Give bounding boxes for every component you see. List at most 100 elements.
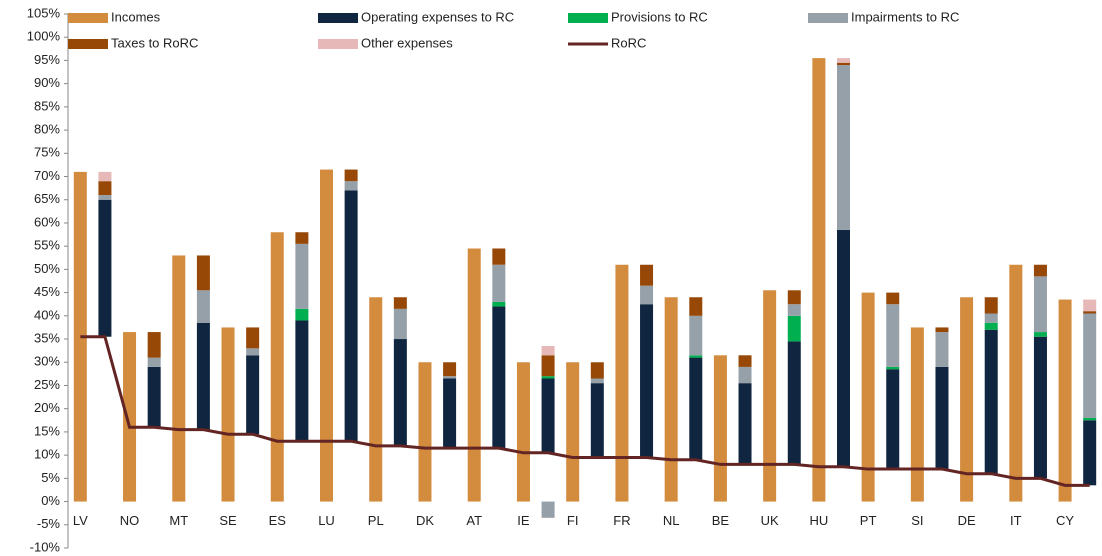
bar <box>886 304 900 367</box>
bar <box>590 362 604 379</box>
legend-label: Incomes <box>111 9 161 24</box>
bar <box>196 255 210 291</box>
legend-swatch <box>68 13 108 23</box>
bar <box>590 383 604 458</box>
y-tick-label: 50% <box>34 261 60 276</box>
bar <box>123 332 137 502</box>
bar <box>492 306 506 449</box>
x-tick-label: PL <box>368 513 384 528</box>
bar <box>98 181 112 196</box>
bar <box>886 292 900 305</box>
bar <box>837 229 850 467</box>
legend-swatch <box>318 39 358 49</box>
bar <box>246 348 260 356</box>
x-tick-label: AT <box>466 513 482 528</box>
bar <box>689 297 703 316</box>
bar <box>147 366 161 428</box>
bar <box>541 376 555 379</box>
bar <box>1083 420 1097 486</box>
bar <box>812 58 826 502</box>
bar <box>640 264 654 286</box>
bar <box>443 378 457 449</box>
x-tick-label: DK <box>416 513 434 528</box>
bar <box>886 369 900 470</box>
x-tick-label: FI <box>567 513 579 528</box>
bar <box>172 255 186 502</box>
bar <box>1033 264 1047 277</box>
x-tick-label: IE <box>517 513 530 528</box>
x-tick-label: PT <box>860 513 877 528</box>
x-tick-label: MT <box>169 513 188 528</box>
bar <box>984 329 998 474</box>
bar <box>492 264 506 302</box>
bar <box>443 376 457 379</box>
bar <box>837 65 850 230</box>
bar <box>763 290 777 502</box>
bar <box>861 292 875 502</box>
bar <box>516 362 530 502</box>
bar <box>689 355 703 358</box>
legend-label: RoRC <box>611 35 646 50</box>
bar <box>1009 264 1023 502</box>
bar <box>418 362 432 502</box>
bar <box>738 383 752 465</box>
bar <box>295 308 309 321</box>
bar <box>837 58 850 63</box>
bar <box>1083 313 1097 418</box>
bar <box>196 290 210 323</box>
x-tick-label: FR <box>613 513 630 528</box>
legend-label: Impairments to RC <box>851 9 959 24</box>
y-tick-label: 75% <box>34 145 60 160</box>
legend-label: Other expenses <box>361 35 453 50</box>
bar <box>295 243 309 309</box>
bar <box>221 327 235 502</box>
bar <box>393 339 407 446</box>
bar <box>393 308 407 340</box>
y-tick-label: 90% <box>34 75 60 90</box>
bar <box>935 332 949 367</box>
bar <box>320 169 333 502</box>
y-tick-label: -5% <box>37 516 61 531</box>
y-tick-label: 65% <box>34 191 60 206</box>
bar <box>1033 276 1047 333</box>
bar <box>837 62 850 66</box>
bar <box>196 322 210 430</box>
bar <box>295 232 309 244</box>
y-tick-label: 20% <box>34 400 60 415</box>
y-tick-label: 95% <box>34 52 60 67</box>
y-tick-label: 100% <box>27 29 61 44</box>
y-tick-label: 0% <box>41 493 60 508</box>
bar <box>1033 332 1047 337</box>
legend-label: Operating expenses to RC <box>361 9 514 24</box>
y-tick-label: 40% <box>34 307 60 322</box>
y-tick-label: -10% <box>30 539 61 554</box>
bar <box>369 297 383 502</box>
y-tick-label: 70% <box>34 168 60 183</box>
legend-label: Provisions to RC <box>611 9 708 24</box>
x-tick-label: SI <box>911 513 923 528</box>
y-tick-label: 45% <box>34 284 60 299</box>
bar <box>713 355 727 502</box>
bar <box>295 320 309 442</box>
bar <box>246 355 260 435</box>
x-tick-label: NL <box>663 513 680 528</box>
bar <box>1083 299 1097 312</box>
x-tick-label: UK <box>761 513 779 528</box>
y-tick-label: 85% <box>34 98 60 113</box>
bar <box>664 297 678 502</box>
bar <box>344 169 358 182</box>
x-tick-label: BE <box>712 513 730 528</box>
line <box>80 335 1090 487</box>
y-tick-label: 35% <box>34 330 60 345</box>
x-tick-label: HU <box>809 513 828 528</box>
bar <box>640 304 654 458</box>
bar <box>738 366 752 384</box>
bar <box>787 290 801 305</box>
bar <box>443 362 457 377</box>
y-tick-label: 60% <box>34 214 60 229</box>
bar <box>1083 417 1097 421</box>
bar <box>147 357 161 367</box>
x-tick-label: DE <box>958 513 976 528</box>
bar <box>541 501 555 518</box>
